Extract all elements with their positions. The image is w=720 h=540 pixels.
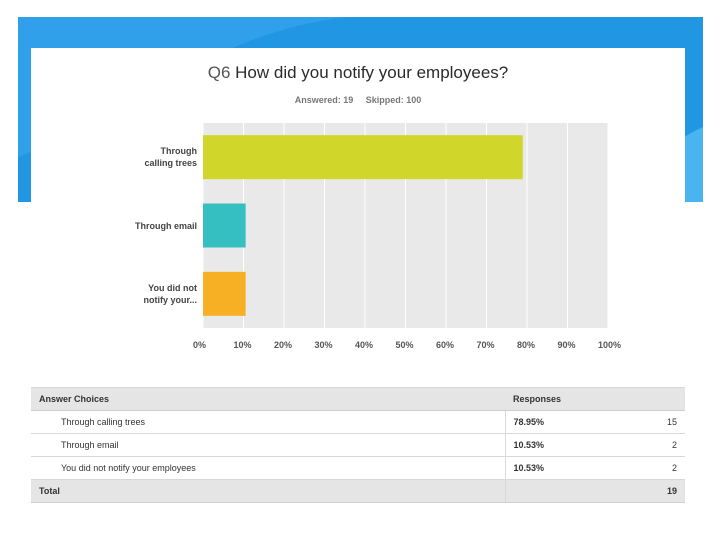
x-tick-label: 10%: [233, 340, 252, 350]
skipped-count: Skipped: 100: [365, 95, 422, 105]
table-header-row: Answer Choices Responses: [31, 387, 685, 411]
bar-chart: [202, 123, 609, 328]
answer-table: Answer Choices Responses Through calling…: [31, 387, 685, 503]
survey-question-card: Q6 How did you notify your employees? An…: [31, 48, 685, 510]
table-row: You did not notify your employees 10.53%…: [31, 456, 685, 480]
category-label: You did not notify your...: [77, 282, 197, 306]
row-count: 2: [620, 456, 685, 480]
row-choice: Through calling trees: [31, 410, 505, 434]
category-label-line: Through: [160, 146, 198, 157]
category-label-line: calling trees: [144, 158, 197, 169]
bar-2: [203, 203, 246, 248]
x-tick-label: 70%: [476, 340, 495, 350]
x-tick-label: 20%: [274, 340, 293, 350]
total-label: Total: [31, 479, 505, 503]
x-tick-label: 100%: [598, 340, 622, 350]
x-tick-label: 90%: [557, 340, 576, 350]
total-spacer: [504, 479, 621, 503]
category-label: Through calling trees: [77, 145, 197, 169]
response-stats: Answered: 19 Skipped: 100: [31, 95, 685, 105]
x-tick-label: 0%: [193, 340, 207, 350]
category-label-line: Through email: [134, 220, 197, 231]
table-row: Through calling trees 78.95% 15: [31, 410, 685, 434]
x-tick-label: 60%: [436, 340, 455, 350]
row-choice: You did not notify your employees: [31, 456, 505, 480]
question-text: How did you notify your employees?: [235, 63, 509, 82]
answered-count: Answered: 19: [294, 95, 354, 105]
header-responses: Responses: [505, 387, 685, 411]
row-choice: Through email: [31, 433, 505, 457]
category-label: Through email: [77, 220, 197, 232]
x-tick-label: 50%: [395, 340, 414, 350]
table-row: Through email 10.53% 2: [31, 433, 685, 457]
total-count: 19: [620, 479, 685, 503]
row-percent: 10.53%: [504, 456, 621, 480]
x-tick-label: 80%: [517, 340, 536, 350]
row-percent: 10.53%: [504, 433, 621, 457]
question-number: Q6: [207, 63, 231, 82]
bar-1: [203, 135, 523, 180]
table-total-row: Total 19: [31, 479, 685, 503]
row-count: 2: [620, 433, 685, 457]
x-tick-label: 30%: [314, 340, 333, 350]
question-title: Q6 How did you notify your employees?: [31, 63, 685, 83]
row-count: 15: [620, 410, 685, 434]
x-tick-label: 40%: [355, 340, 374, 350]
category-label-line: notify your...: [143, 294, 197, 305]
row-percent: 78.95%: [504, 410, 621, 434]
bar-3: [203, 271, 246, 316]
header-answer-choices: Answer Choices: [31, 387, 505, 411]
category-label-line: You did not: [148, 282, 197, 293]
